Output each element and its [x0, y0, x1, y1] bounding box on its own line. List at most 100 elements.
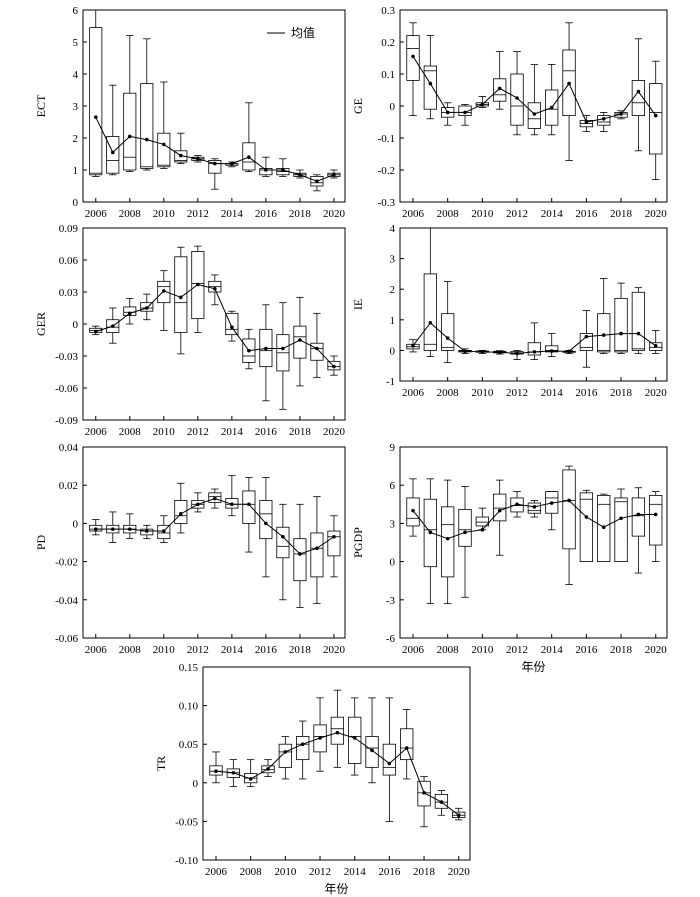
box-2019 — [310, 312, 324, 378]
x-axis-label: 年份 — [521, 660, 545, 674]
box-2010 — [278, 736, 292, 780]
box-2018 — [293, 296, 307, 387]
mean-point — [332, 534, 336, 539]
mean-point — [315, 546, 319, 551]
mean-point — [213, 496, 217, 501]
x-tick-label: 2014 — [541, 387, 564, 399]
box-2008 — [244, 759, 258, 788]
box-body — [649, 494, 663, 546]
box-2006 — [209, 751, 223, 784]
mean-point — [428, 81, 433, 86]
y-tick-label: -0.03 — [55, 351, 78, 363]
box-2018 — [293, 503, 307, 608]
mean-point — [411, 54, 415, 59]
x-tick-label: 2014 — [541, 644, 564, 656]
mean-point — [298, 552, 302, 556]
plot-frame — [202, 666, 471, 861]
box-2018 — [614, 488, 628, 562]
y-tick-label: -1 — [386, 376, 395, 388]
mean-point — [230, 325, 234, 330]
y-tick-label: -6 — [386, 633, 396, 645]
mean-point — [636, 512, 641, 517]
box-2016 — [259, 304, 273, 402]
box-body — [631, 80, 646, 117]
mean-point — [281, 534, 285, 539]
mean-point — [214, 769, 218, 774]
x-tick-label: 2016 — [255, 426, 278, 438]
y-tick-label: 2 — [73, 133, 79, 145]
box-body — [614, 497, 628, 562]
y-tick-label: 0.05 — [179, 739, 199, 751]
y-axis-label: ECT — [34, 94, 48, 117]
mean-point — [584, 515, 589, 519]
y-tick-label: -0.04 — [55, 595, 78, 607]
chart-panel-ie: -1 0 1 2 3 4 2006 2008 2010 2012 2014 2016 2018 2020 I… — [351, 223, 668, 399]
mean-point — [93, 329, 98, 334]
y-tick-label: 0.06 — [59, 255, 79, 267]
box-2011 — [174, 246, 188, 355]
x-tick-label: 2010 — [471, 208, 494, 220]
mean-point — [332, 173, 336, 177]
mean-point — [567, 81, 571, 86]
mean-point — [411, 344, 415, 348]
box-body — [579, 492, 594, 562]
x-tick-label: 2018 — [610, 387, 633, 399]
x-tick-label: 2008 — [437, 644, 460, 656]
mean-point — [127, 311, 132, 316]
box-body — [310, 532, 324, 578]
x-tick-label: 2014 — [344, 866, 367, 878]
y-tick-label: 0 — [73, 319, 79, 331]
mean-point — [162, 142, 166, 147]
mean-point — [480, 350, 485, 354]
mean-point — [230, 502, 234, 507]
mean-point — [619, 331, 623, 336]
mean-point — [283, 750, 288, 754]
box-body — [310, 342, 324, 361]
x-tick-label: 2006 — [402, 387, 425, 399]
y-tick-label: 6 — [390, 480, 396, 492]
mean-point — [549, 349, 554, 353]
box-2015 — [365, 697, 379, 784]
y-tick-label: -0.1 — [378, 133, 395, 145]
y-tick-label: 6 — [73, 5, 79, 17]
chart-panel-ge: -0.3 -0.2 -0.1 0 0.1 0.2 0.3 2006 2008 2010 2012 20… — [351, 5, 668, 220]
mean-point — [387, 761, 392, 766]
box-body — [327, 530, 341, 557]
mean-point — [230, 161, 234, 166]
mean-point — [515, 502, 519, 507]
mean-point — [213, 161, 217, 166]
box-2009 — [458, 486, 472, 598]
x-tick-label: 2006 — [85, 426, 108, 438]
mean-point — [404, 746, 409, 750]
x-tick-label: 2020 — [645, 644, 668, 656]
box-2014 — [545, 491, 559, 531]
mean-point — [315, 179, 319, 183]
mean-point — [247, 155, 251, 159]
box-body — [475, 516, 489, 527]
mean-point — [264, 346, 268, 351]
chart-panel-pd: -0.06 -0.04 -0.02 0 0.02 0.04 2006 2008 2010 2012… — [34, 442, 346, 656]
x-tick-label: 2020 — [645, 208, 668, 220]
mean-point — [110, 324, 115, 328]
box-body — [157, 132, 171, 168]
y-tick-label: -0.3 — [378, 197, 396, 209]
y-axis-label: PD — [34, 534, 48, 550]
box-2011 — [296, 720, 310, 780]
mean-point — [497, 86, 502, 91]
mean-point — [315, 346, 319, 351]
box-2020 — [649, 330, 663, 354]
y-tick-label: 0.03 — [59, 287, 79, 299]
y-tick-label: 4 — [390, 223, 396, 235]
box-2016 — [259, 477, 273, 578]
box-2012 — [313, 697, 327, 772]
box-2018 — [417, 776, 431, 828]
x-tick-label: 2012 — [187, 644, 209, 656]
box-body — [441, 506, 455, 578]
box-2020 — [649, 491, 663, 562]
box-2007 — [106, 511, 120, 543]
x-tick-label: 2020 — [323, 426, 346, 438]
box-2007 — [106, 84, 120, 176]
box-2013 — [527, 500, 542, 518]
x-tick-label: 2020 — [323, 644, 346, 656]
x-tick-label: 2010 — [153, 426, 176, 438]
